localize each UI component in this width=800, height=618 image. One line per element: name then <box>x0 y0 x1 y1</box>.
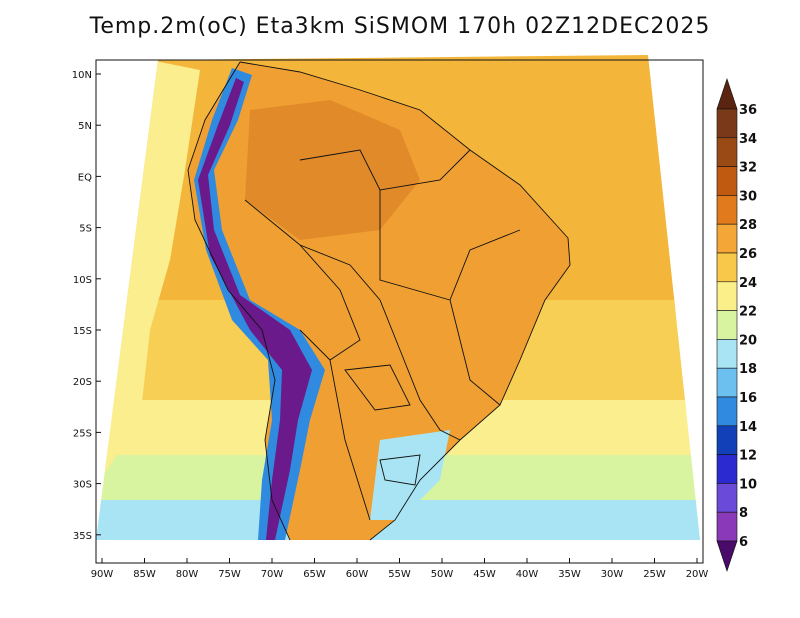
colorbar-label: 20 <box>739 333 757 348</box>
lon-label: 55W <box>388 569 411 580</box>
lat-label: 25S <box>73 428 92 439</box>
colorbar-label: 18 <box>739 362 757 377</box>
colorbar-segment <box>716 339 738 369</box>
lat-label: 20S <box>73 377 92 388</box>
colorbar-label: 16 <box>739 391 757 406</box>
colorbar-segment <box>716 166 738 196</box>
colorbar-segment <box>716 195 738 225</box>
colorbar-segment <box>716 454 738 484</box>
hot-interior <box>245 100 420 240</box>
colorbar-top-arrow <box>716 78 738 110</box>
coastline <box>187 61 571 541</box>
colorbar: 36 34 32 30 28 26 24 22 20 18 16 14 12 10 8 6 <box>716 78 757 572</box>
lat-label: 10S <box>73 275 92 286</box>
longitude-axis: 90W 85W 80W 75W 70W 65W 60W 55W 50W 45W 40W 35W 30W 2… <box>91 558 709 580</box>
lon-label: 50W <box>431 569 454 580</box>
lon-label: 90W <box>91 569 114 580</box>
lat-label: 10N <box>72 70 92 81</box>
lon-label: 20W <box>686 569 709 580</box>
southern-cool-land <box>370 430 450 520</box>
colorbar-segment <box>716 108 738 139</box>
colorbar-segment <box>716 367 738 398</box>
colorbar-segment <box>716 281 738 311</box>
lon-label: 60W <box>346 569 369 580</box>
lon-label: 85W <box>133 569 156 580</box>
colorbar-segment <box>716 223 738 254</box>
colorbar-label: 26 <box>739 247 757 262</box>
colorbar-label: 6 <box>739 535 748 550</box>
colorbar-label: 12 <box>739 449 757 464</box>
lon-label: 80W <box>176 569 199 580</box>
map-title: Temp.2m(oC) Eta3km SiSMOM 170h 02Z12DEC2… <box>89 14 711 39</box>
argentina-border <box>329 359 371 521</box>
colorbar-label: 24 <box>739 276 757 291</box>
bolivia-border <box>299 244 361 361</box>
lon-label: 40W <box>516 569 539 580</box>
colorbar-label: 14 <box>739 420 757 435</box>
lat-label: EQ <box>78 172 92 183</box>
andes-core <box>198 78 312 540</box>
lat-label: 30S <box>73 480 92 491</box>
colorbar-label: 36 <box>739 103 757 118</box>
colorbar-segment <box>716 396 738 427</box>
colorbar-label: 10 <box>739 477 757 492</box>
colorbar-label: 30 <box>739 189 757 204</box>
colorbar-segment <box>716 252 738 283</box>
country-borders <box>187 61 571 541</box>
lat-label: 5N <box>78 121 92 132</box>
lon-label: 35W <box>558 569 581 580</box>
lat-label: 15S <box>73 326 92 337</box>
lat-label: 35S <box>73 531 92 542</box>
colorbar-segment <box>716 483 738 513</box>
colorbar-segment <box>716 137 738 167</box>
lon-label: 65W <box>303 569 326 580</box>
colorbar-label: 32 <box>739 161 757 176</box>
paraguay-border <box>344 364 411 411</box>
colorbar-segment <box>716 511 738 542</box>
lon-label: 75W <box>218 569 241 580</box>
colorbar-label: 28 <box>739 218 757 233</box>
lat-label: 5S <box>79 224 92 235</box>
colorbar-label: 8 <box>739 506 748 521</box>
lon-label: 45W <box>473 569 496 580</box>
lon-label: 30W <box>601 569 624 580</box>
uruguay-border <box>379 454 421 486</box>
colorbar-label: 34 <box>739 132 757 147</box>
lon-label: 25W <box>643 569 666 580</box>
colorbar-label: 22 <box>739 305 757 320</box>
temperature-field <box>96 55 700 540</box>
latitude-axis: 10N 5N EQ 5S 10S 15S 20S 25S 30S 35S <box>72 70 101 542</box>
states-border <box>379 190 521 406</box>
lon-label: 70W <box>261 569 284 580</box>
colorbar-segment <box>716 310 738 340</box>
colorbar-bottom-arrow <box>716 540 738 572</box>
colorbar-segment <box>716 425 738 455</box>
